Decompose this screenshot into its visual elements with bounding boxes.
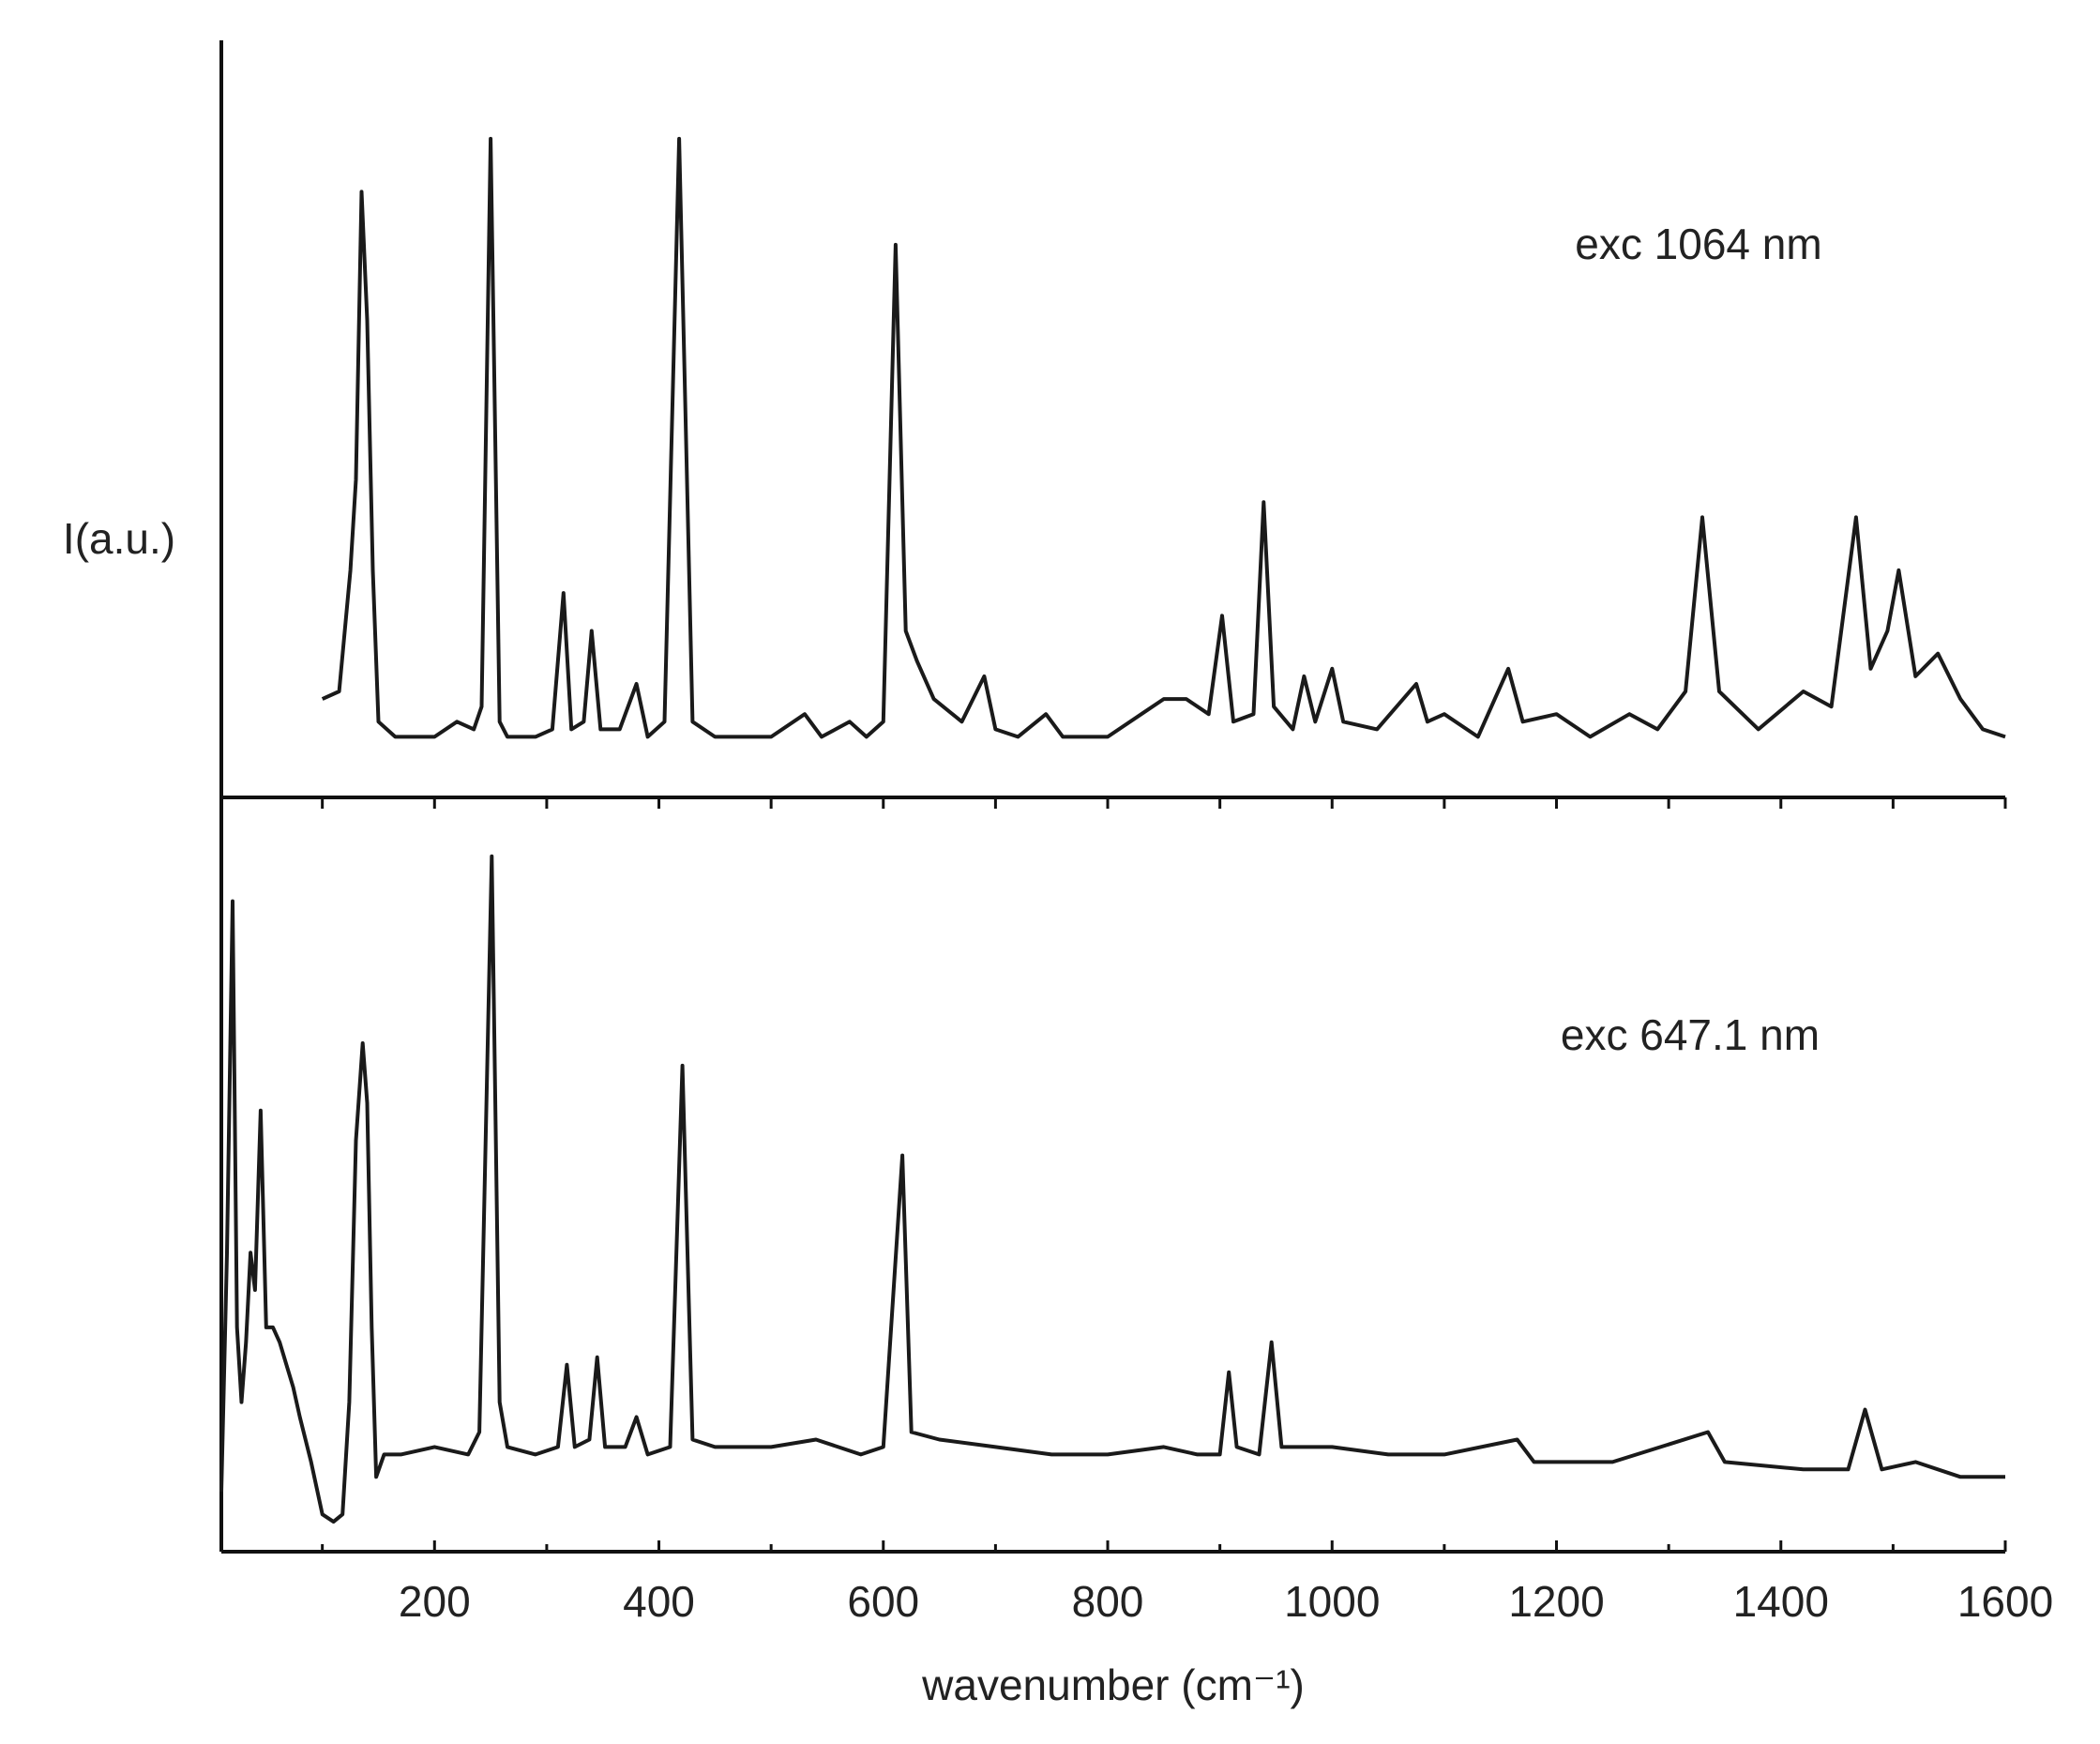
y-axis-label: I(a.u.) [63, 514, 175, 563]
spectrum-line [219, 854, 2005, 1524]
x-tick-label: 1400 [1733, 1577, 1829, 1626]
x-tick-label: 1000 [1284, 1577, 1380, 1626]
spectrum-line [321, 136, 2006, 739]
x-tick-label: 600 [847, 1577, 919, 1626]
x-tick-label: 1200 [1508, 1577, 1604, 1626]
x-tick-label: 800 [1072, 1577, 1144, 1626]
x-tick-label: 400 [623, 1577, 695, 1626]
series-label: exc 647.1 nm [1561, 1010, 1820, 1059]
x-tick-label: 1600 [1957, 1577, 2053, 1626]
x-tick-label: 200 [399, 1577, 471, 1626]
x-axis-label: wavenumber (cm⁻¹) [921, 1661, 1305, 1709]
series-label: exc 1064 nm [1575, 220, 1821, 268]
